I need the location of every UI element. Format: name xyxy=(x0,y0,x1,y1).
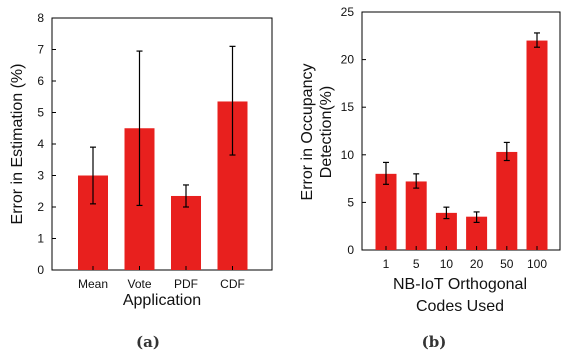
x-tick-label: 50 xyxy=(500,257,514,271)
y-axis-label-line-1: Error in Occupancy xyxy=(299,64,316,201)
y-tick-label: 0 xyxy=(37,263,44,277)
x-tick-label: CDF xyxy=(220,277,245,291)
y-tick-label: 5 xyxy=(37,106,44,120)
x-tick-label: 100 xyxy=(527,257,547,271)
x-axis-label-line-2: Codes Used xyxy=(416,298,504,315)
x-tick-label: Vote xyxy=(127,277,151,291)
bar xyxy=(526,40,548,251)
x-tick-label: 5 xyxy=(413,257,420,271)
y-tick-label: 15 xyxy=(341,100,355,114)
x-axis-label-line-1: NB-IoT Orthogonal xyxy=(393,276,527,293)
y-axis-label-line-2: Detection(%) xyxy=(318,86,335,178)
bar xyxy=(171,195,201,270)
x-tick-label: Mean xyxy=(78,277,108,291)
y-tick-label: 10 xyxy=(341,148,355,162)
x-tick-label: 20 xyxy=(470,257,484,271)
y-tick-label: 25 xyxy=(341,5,355,19)
y-tick-label: 4 xyxy=(37,137,44,151)
bar xyxy=(466,216,488,250)
chart-panel-a: 0 1 2 3 4 5 6 7 8 Mean Vote PDF CDF Application Erro… xyxy=(9,11,273,351)
bar xyxy=(405,181,427,250)
y-tick-label: 7 xyxy=(37,43,44,57)
x-tick-label: 1 xyxy=(383,257,390,271)
plot-frame xyxy=(361,11,561,251)
y-tick-label: 3 xyxy=(37,169,44,183)
bar xyxy=(496,151,518,250)
x-axis-label: Application xyxy=(123,292,201,309)
panel-caption: (b) xyxy=(422,333,447,351)
y-tick-label: 2 xyxy=(37,200,44,214)
y-tick-label: 8 xyxy=(37,11,44,25)
y-tick-label: 20 xyxy=(341,53,355,67)
y-axis-label: Error in Estimation (%) xyxy=(9,64,26,225)
x-tick-label: PDF xyxy=(174,277,198,291)
y-tick-label: 5 xyxy=(347,195,354,209)
bar xyxy=(375,173,397,250)
panel-caption: (a) xyxy=(136,333,160,351)
y-tick-label: 1 xyxy=(37,232,44,246)
x-tick-label: 10 xyxy=(440,257,454,271)
y-tick-label: 0 xyxy=(347,243,354,257)
y-tick-label: 6 xyxy=(37,74,44,88)
bar xyxy=(435,212,457,250)
